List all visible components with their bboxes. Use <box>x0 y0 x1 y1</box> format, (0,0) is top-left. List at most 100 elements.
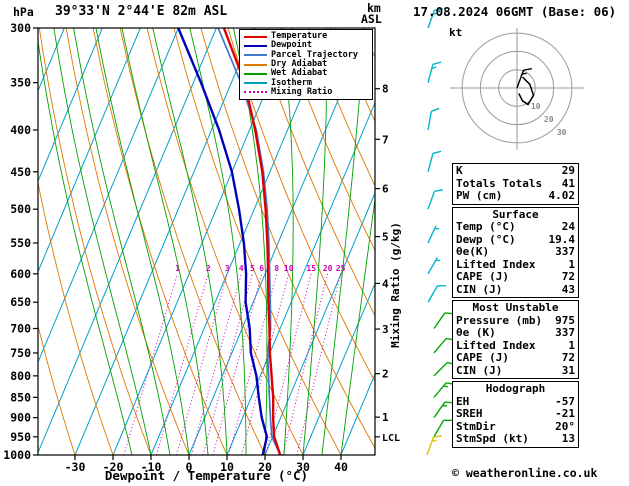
stat-label: CAPE (J) <box>456 270 509 283</box>
legend-item: Mixing Ratio <box>244 87 368 97</box>
mixing-ratio-value-label: 2 <box>206 264 211 273</box>
mixing-ratio-value-label: 1 <box>175 264 180 273</box>
most-unstable-box-title: Most Unstable <box>472 301 559 314</box>
dry-adiabat-line <box>227 28 375 383</box>
x-axis-label: Dewpoint / Temperature (°C) <box>104 468 309 483</box>
page-title: 39°33'N 2°44'E 82m ASL <box>55 4 228 19</box>
stat-label: θe (K) <box>456 326 496 339</box>
legend-item: Dry Adiabat <box>244 60 368 69</box>
mixing-ratio-value-label: 15 <box>306 264 316 273</box>
stat-value: 337 <box>555 326 575 339</box>
hodograph-ring <box>461 32 573 144</box>
legend-item: Isotherm <box>244 78 368 87</box>
mixing-ratio-line <box>296 273 342 455</box>
mixing-ratio-line <box>123 273 178 455</box>
pressure-tick-label: 1000 <box>3 448 31 462</box>
mixing-ratio-value-label: 10 <box>284 264 294 273</box>
surface-box: Surface Temp (°C) 24 Dewp (°C) 19.4 θe(K) 3… <box>452 206 579 298</box>
stat-value: 29 <box>561 164 575 177</box>
stat-row: K 29 <box>456 164 575 178</box>
wet-adiabat-line <box>73 28 171 455</box>
wind-barb <box>427 111 432 131</box>
km-tick-label: 2 <box>382 368 389 381</box>
isotherm-line <box>302 282 375 455</box>
temperature-line-swatch <box>244 35 267 38</box>
stat-value: 19.4 <box>548 232 576 246</box>
isotherm-line-swatch <box>244 82 267 85</box>
legend-item: Dewpoint <box>244 41 368 50</box>
stat-row: Pressure (mb) 975 <box>456 314 575 328</box>
stat-label: CIN (J) <box>456 363 503 377</box>
stat-value: 72 <box>561 351 575 364</box>
mixing-ratio-line-swatch <box>244 91 267 94</box>
pressure-tick-label: 650 <box>10 295 31 309</box>
mixing-ratio-line <box>265 273 312 455</box>
dry-adiabat-line <box>254 28 375 317</box>
stat-row: Lifted Index 1 <box>456 339 575 353</box>
wind-barb <box>427 153 434 172</box>
wind-barb <box>433 337 447 354</box>
pressure-tick-label: 600 <box>10 267 31 281</box>
km-tick-label: 3 <box>382 323 389 336</box>
legend-item: Parcel Trajectory <box>244 49 368 60</box>
skewt-plot-area <box>38 28 375 455</box>
stat-row: Lifted Index 1 <box>456 257 575 272</box>
lcl-label: LCL <box>382 433 400 444</box>
wet-adiabat-line <box>280 28 294 455</box>
hodograph-ring-label: 30 <box>557 128 567 137</box>
pressure-tick-label: 800 <box>10 369 31 383</box>
isotherm-line <box>38 28 103 183</box>
dry-adiabat-line <box>38 28 152 455</box>
pressure-tick-label: 850 <box>10 390 31 404</box>
stat-row: Temp (°C) 24 <box>456 220 575 234</box>
wind-barb <box>427 64 434 83</box>
stat-label: CAPE (J) <box>456 351 509 364</box>
stat-row: StmDir 20° <box>456 420 575 434</box>
temp-tick-label: 10 <box>220 460 234 474</box>
stat-value: 1 <box>568 257 575 271</box>
hodograph-trace <box>518 76 535 106</box>
temp-tick-label: 20 <box>258 460 272 474</box>
legend-label: Parcel Trajectory <box>271 49 358 60</box>
temp-tick-label: 30 <box>296 460 310 474</box>
km-tick-label: 6 <box>382 183 389 196</box>
isotherm-line <box>38 28 217 454</box>
stat-row: PW (cm) 4.02 <box>456 189 576 203</box>
pressure-tick-label: 900 <box>10 411 31 425</box>
stat-label: SREH <box>456 407 483 420</box>
legend-label: Isotherm <box>271 77 312 88</box>
stat-row: θe (K) 337 <box>456 326 575 340</box>
pressure-tick-label: 400 <box>10 123 31 137</box>
km-tick-label: 1 <box>382 411 389 424</box>
mixing-ratio-value-label: 25 <box>336 264 346 273</box>
km-tick-label: 5 <box>382 231 389 244</box>
legend-item: Wet Adiabat <box>244 69 368 78</box>
dry-adiabat-line <box>200 28 375 449</box>
pressure-axis-unit: hPa <box>13 5 34 19</box>
wet-adiabat-line <box>321 28 366 455</box>
stat-value: 4.02 <box>548 189 576 202</box>
pressure-tick-label: 500 <box>10 202 31 216</box>
stats-panel: K 29 Totals Totals 41 PW (cm) 4.02 Surface … <box>452 163 579 450</box>
stat-row: CIN (J) 31 <box>456 363 575 378</box>
legend-label: Temperature <box>271 31 328 42</box>
wet-adiabat-line <box>189 28 247 455</box>
stat-row: CAPE (J) 72 <box>456 351 575 365</box>
wet-adiabat-line <box>95 28 190 455</box>
chart-legend: Temperature Dewpoint Parcel Trajectory D… <box>239 29 373 101</box>
stat-value: 337 <box>555 245 575 258</box>
pressure-tick-label: 350 <box>10 76 31 90</box>
mixing-ratio-line <box>202 273 253 455</box>
stat-row: Dewp (°C) 19.4 <box>456 232 576 247</box>
stat-label: Temp (°C) <box>456 220 516 233</box>
dry-adiabat-line <box>92 28 228 455</box>
wet-adiabat-line <box>152 28 228 455</box>
stat-value: 24 <box>561 220 575 233</box>
wet-adiabat-line <box>302 28 328 455</box>
km-tick-label: 4 <box>382 277 389 290</box>
stat-label: EH <box>456 394 470 408</box>
wind-barb <box>433 382 447 398</box>
stat-value: 41 <box>561 176 575 190</box>
pressure-tick-label: 300 <box>10 21 31 35</box>
